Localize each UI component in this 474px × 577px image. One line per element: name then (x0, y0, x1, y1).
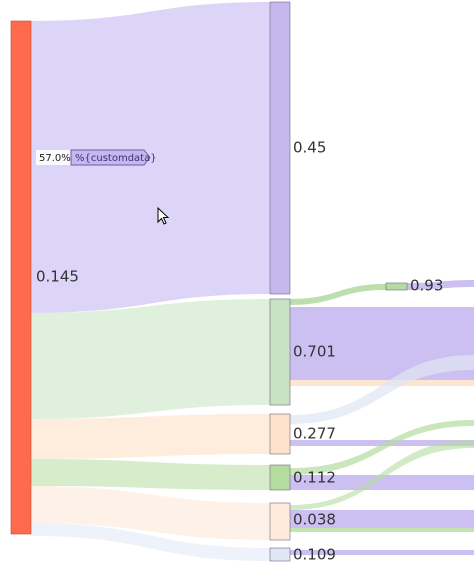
hover-label-text: %{customdata} (75, 153, 157, 164)
nodes-layer: 0.145 0.45 0.701 0.277 0.112 0.038 0.109 0.93 (10, 1, 443, 564)
outflow-link-1 (290, 380, 474, 386)
node-n2[interactable] (269, 298, 291, 406)
outflow-link-3 (290, 440, 474, 446)
outflow-link-8 (290, 528, 474, 532)
node-n7[interactable] (385, 282, 408, 291)
node-label-n7: 0.93 (410, 277, 443, 295)
outflow-link-5 (290, 475, 474, 490)
node-src[interactable] (10, 20, 32, 535)
link-n2-n7[interactable] (290, 284, 386, 305)
node-n4[interactable] (269, 464, 291, 491)
hover-percent-bg (36, 150, 71, 165)
node-n3[interactable] (269, 413, 291, 455)
hover-label-box (70, 149, 151, 166)
node-label-n6: 0.109 (293, 546, 336, 564)
link-src-n3[interactable] (31, 414, 270, 459)
node-label-n5: 0.038 (293, 511, 336, 529)
outflow-link-7 (290, 510, 474, 528)
outflow-link-6 (290, 440, 474, 510)
node-label-src: 0.145 (36, 268, 79, 286)
hover-tooltip: 57.0% %{customdata} (36, 149, 157, 166)
hover-percent: 57.0% (39, 153, 71, 164)
link-src-n6[interactable] (31, 523, 270, 561)
link-src-n4[interactable] (31, 459, 270, 490)
outflow-link-10 (407, 280, 474, 290)
node-n1[interactable] (269, 1, 291, 295)
node-n6[interactable] (269, 547, 291, 562)
node-label-n2: 0.701 (293, 343, 336, 361)
links-layer (31, 2, 474, 561)
link-src-n5[interactable] (31, 486, 270, 540)
cursor-icon (157, 206, 170, 225)
node-label-n3: 0.277 (293, 425, 336, 443)
node-label-n4: 0.112 (293, 469, 336, 487)
outflow-link-4 (290, 420, 474, 475)
node-label-n1: 0.45 (293, 139, 326, 157)
outflow-link-9 (290, 550, 474, 555)
link-src-n2[interactable] (31, 299, 270, 419)
node-n5[interactable] (269, 502, 291, 541)
outflow-link-2 (290, 355, 474, 424)
